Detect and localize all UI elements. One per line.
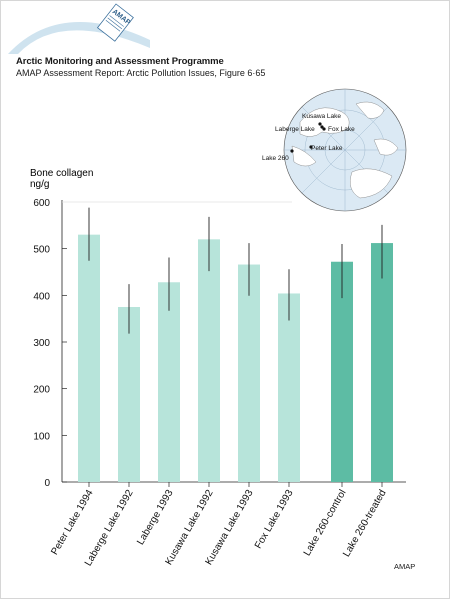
map-label-laberge: Laberge Lake	[275, 126, 315, 133]
bar	[331, 261, 353, 482]
y-tick-label: 100	[33, 431, 50, 442]
bar	[371, 243, 393, 482]
bar	[158, 282, 180, 482]
page-title: Arctic Monitoring and Assessment Program…	[16, 56, 224, 67]
marker-lake260	[290, 149, 294, 153]
bar	[78, 234, 100, 482]
marker-peter	[309, 145, 313, 149]
y-axis-unit: ng/g	[30, 179, 49, 190]
amap-logo: AMAP	[8, 3, 150, 54]
map-label-fox: Fox Lake	[328, 126, 355, 133]
bar	[118, 307, 140, 482]
bar	[278, 293, 300, 482]
x-tick-label: Lake 260-treated	[341, 488, 388, 559]
bar	[238, 264, 260, 482]
map-label-lake260: Lake 260	[262, 155, 289, 162]
y-tick-label: 600	[33, 198, 50, 209]
footer-credit: AMAP	[394, 562, 416, 571]
y-tick-label: 200	[33, 385, 50, 396]
marker-fox	[322, 127, 326, 131]
y-tick-label: 400	[33, 291, 50, 302]
arctic-location-map: Kusawa Lake Laberge Lake Fox Lake Peter …	[262, 88, 407, 212]
marker-kusawa	[318, 122, 322, 126]
y-tick-label: 500	[33, 245, 50, 256]
bar	[198, 239, 220, 482]
map-label-peter: Peter Lake	[311, 145, 343, 152]
x-tick-label: Peter Lake 1994	[49, 488, 95, 557]
page-subtitle: AMAP Assessment Report: Arctic Pollution…	[16, 68, 266, 78]
map-label-kusawa: Kusawa Lake	[302, 113, 341, 120]
x-tick-label: Fox Lake 1993	[253, 488, 296, 551]
marker-laberge	[320, 125, 324, 129]
y-tick-label: 300	[33, 338, 50, 349]
x-tick-label: Laberge 1993	[135, 488, 176, 547]
x-tick-label: Lake 260-control	[302, 488, 349, 558]
y-tick-label: 0	[44, 478, 50, 489]
y-axis-label: Bone collagen	[30, 168, 93, 179]
